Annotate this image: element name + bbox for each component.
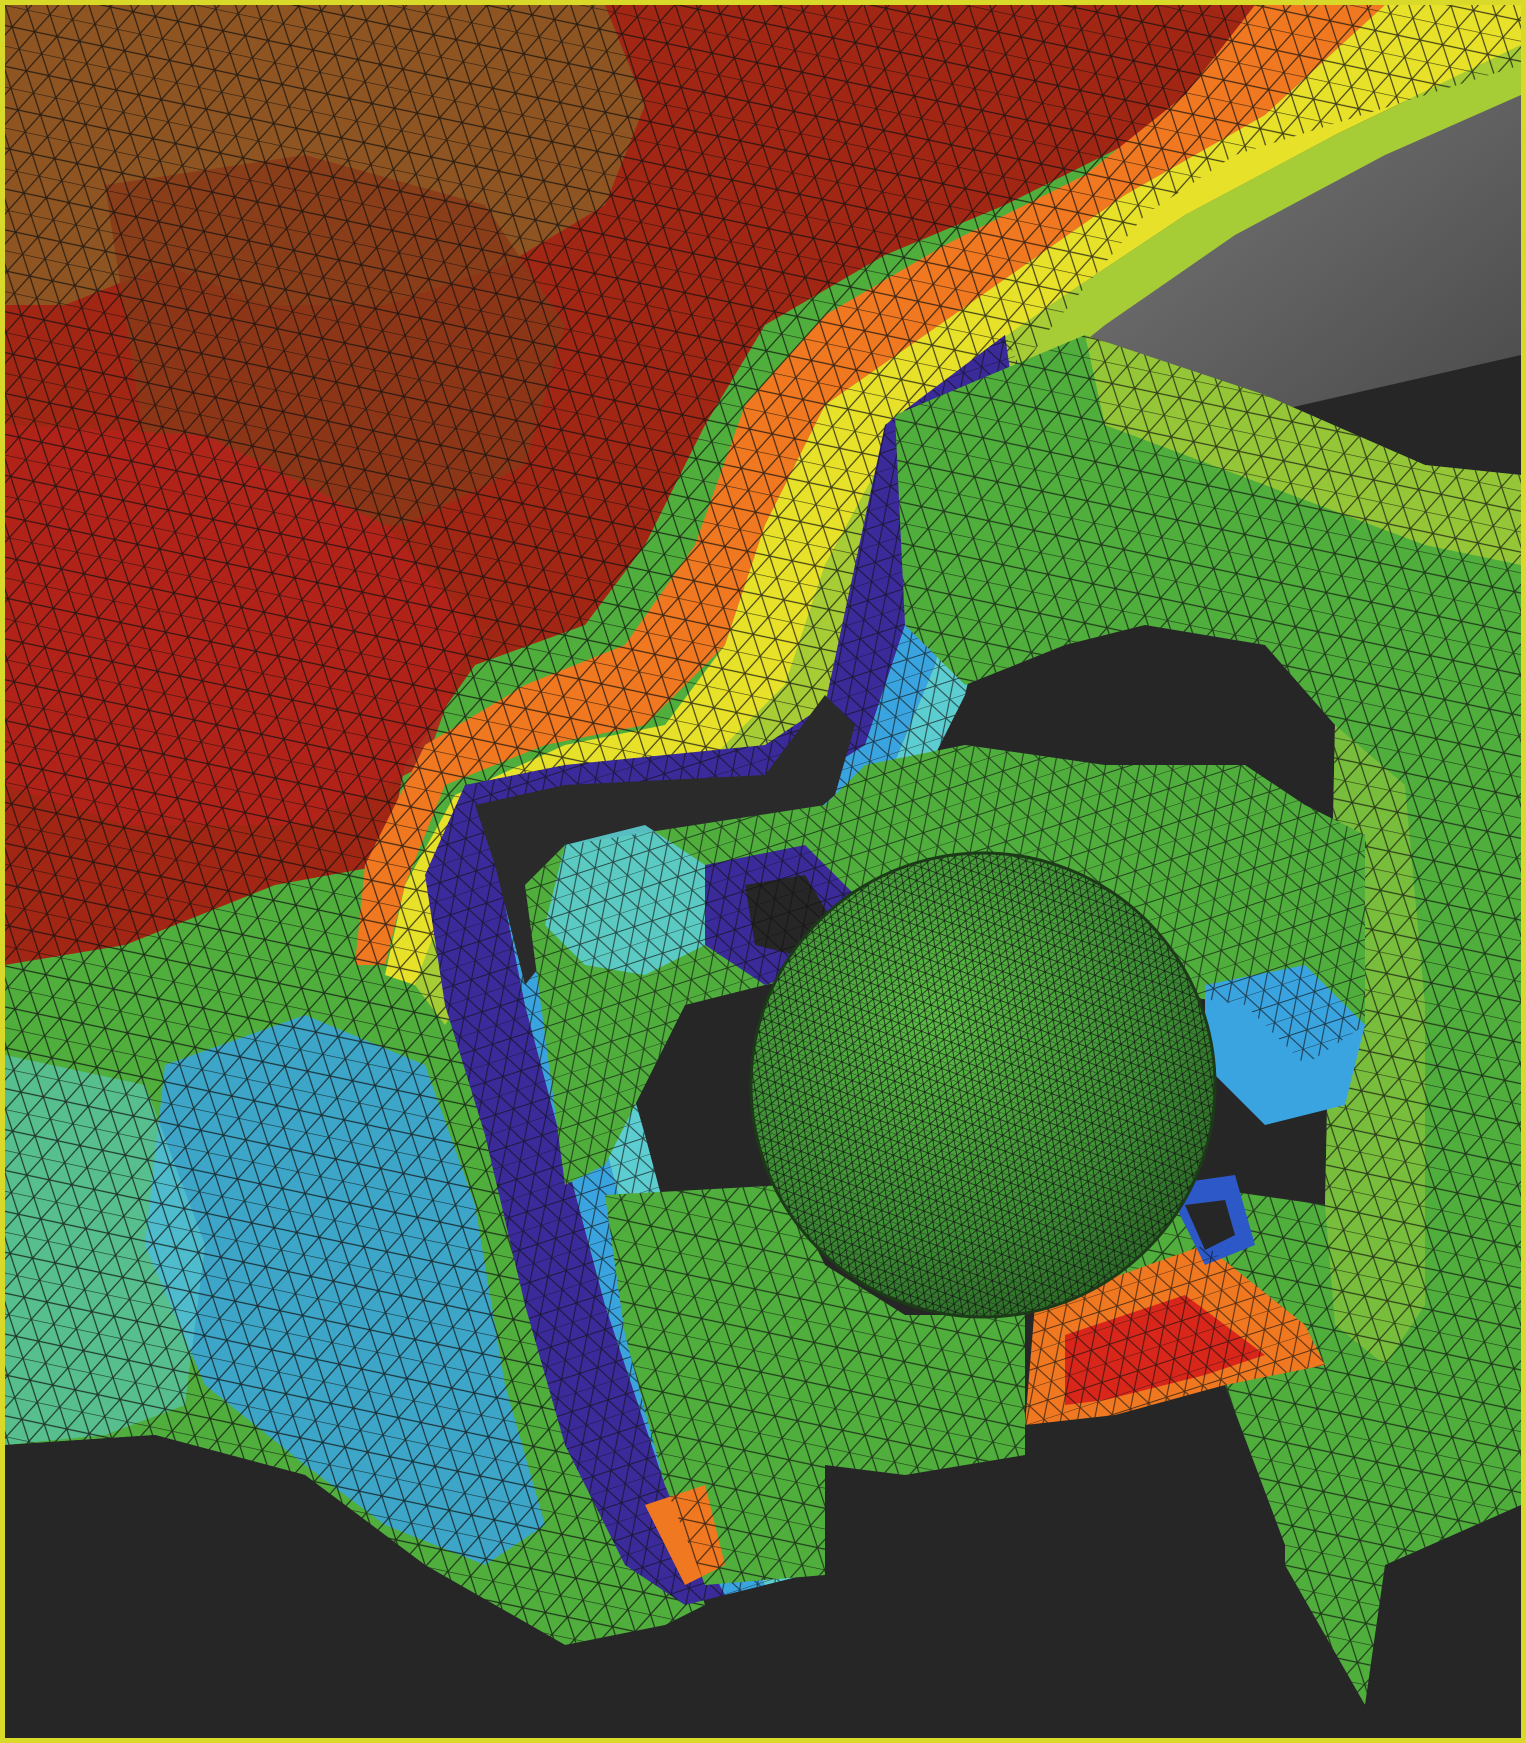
dark-floor <box>5 1435 1521 1738</box>
fea-render <box>5 5 1521 1738</box>
ball-element <box>749 851 1217 1319</box>
grey-background-panel <box>1075 75 1521 425</box>
fea-mesh-illustration <box>5 5 1521 1738</box>
